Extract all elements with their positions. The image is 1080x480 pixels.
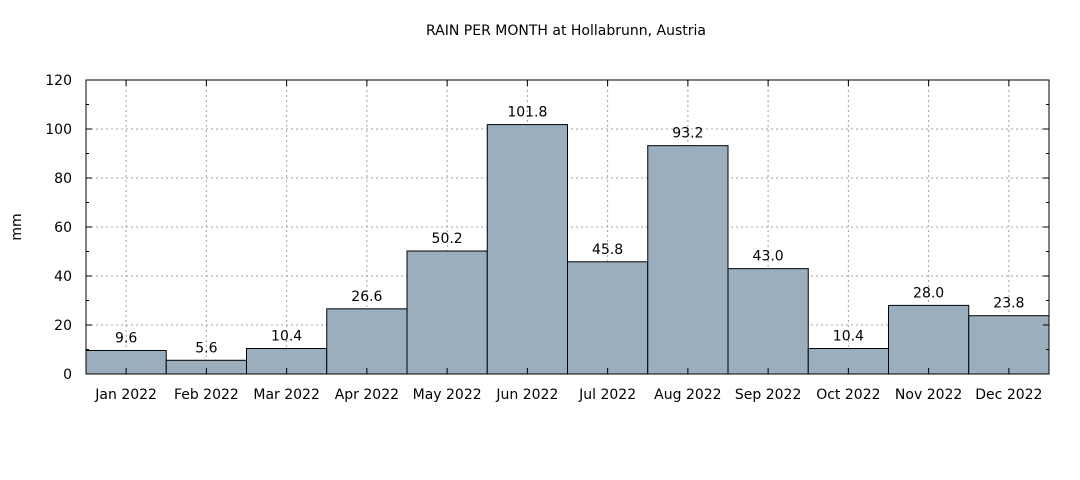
bar-value-label: 93.2 bbox=[672, 126, 703, 142]
x-tick-label: May 2022 bbox=[413, 387, 482, 403]
bar-apr-2022 bbox=[326, 308, 408, 375]
x-tick-label: Apr 2022 bbox=[335, 387, 399, 403]
bar-jul-2022 bbox=[567, 261, 649, 375]
y-tick-label: 40 bbox=[54, 269, 72, 285]
x-tick-label: Jun 2022 bbox=[495, 387, 558, 403]
x-tick-label: Feb 2022 bbox=[174, 387, 239, 403]
bar-value-label: 101.8 bbox=[507, 105, 547, 121]
y-tick-label: 60 bbox=[54, 220, 72, 236]
bars bbox=[85, 124, 1050, 375]
axes: 0 20 40 60 80 100 120 Jan 2022 Feb 2022 Mar 2022 A… bbox=[45, 73, 1049, 403]
bar-dec-2022 bbox=[968, 315, 1050, 375]
bar-value-label: 50.2 bbox=[432, 231, 463, 247]
bar-value-label: 28.0 bbox=[913, 285, 944, 301]
plot-frame bbox=[85, 79, 1050, 375]
y-tick-label: 0 bbox=[63, 367, 72, 383]
y-tick-label: 100 bbox=[45, 122, 72, 138]
bar-aug-2022 bbox=[647, 145, 729, 375]
bar-value-label: 26.6 bbox=[351, 289, 382, 305]
bar-value-label: 10.4 bbox=[271, 329, 302, 345]
bar-value-label: 43.0 bbox=[753, 249, 784, 265]
bar-may-2022 bbox=[406, 250, 488, 375]
x-tick-label: Aug 2022 bbox=[654, 387, 721, 403]
chart-title: RAIN PER MONTH at Hollabrunn, Austria bbox=[426, 23, 706, 39]
bar-sep-2022 bbox=[727, 268, 809, 375]
bar-value-label: 9.6 bbox=[115, 330, 137, 346]
y-axis-label: mm bbox=[9, 213, 25, 240]
y-tick-label: 20 bbox=[54, 318, 72, 334]
bar-value-label: 10.4 bbox=[833, 329, 864, 345]
bar-nov-2022 bbox=[888, 304, 970, 375]
bar-value-label: 23.8 bbox=[993, 296, 1024, 312]
x-tick-label: Dec 2022 bbox=[975, 387, 1042, 403]
bar-value-label: 5.6 bbox=[195, 340, 217, 356]
x-tick-label: Oct 2022 bbox=[816, 387, 880, 403]
x-tick-label: Jul 2022 bbox=[578, 387, 636, 403]
y-tick-label: 80 bbox=[54, 171, 72, 187]
bar-value-label: 45.8 bbox=[592, 242, 623, 258]
y-tick-label: 120 bbox=[45, 73, 72, 89]
x-tick-label: Mar 2022 bbox=[253, 387, 320, 403]
bar-jun-2022 bbox=[486, 124, 568, 375]
x-tick-label: Jan 2022 bbox=[94, 387, 157, 403]
x-tick-label: Nov 2022 bbox=[895, 387, 962, 403]
x-tick-label: Sep 2022 bbox=[735, 387, 801, 403]
bar-value-labels: 9.6 5.6 10.4 26.6 50.2 101.8 45.8 93.2 43.0 10.4 2… bbox=[115, 105, 1024, 357]
